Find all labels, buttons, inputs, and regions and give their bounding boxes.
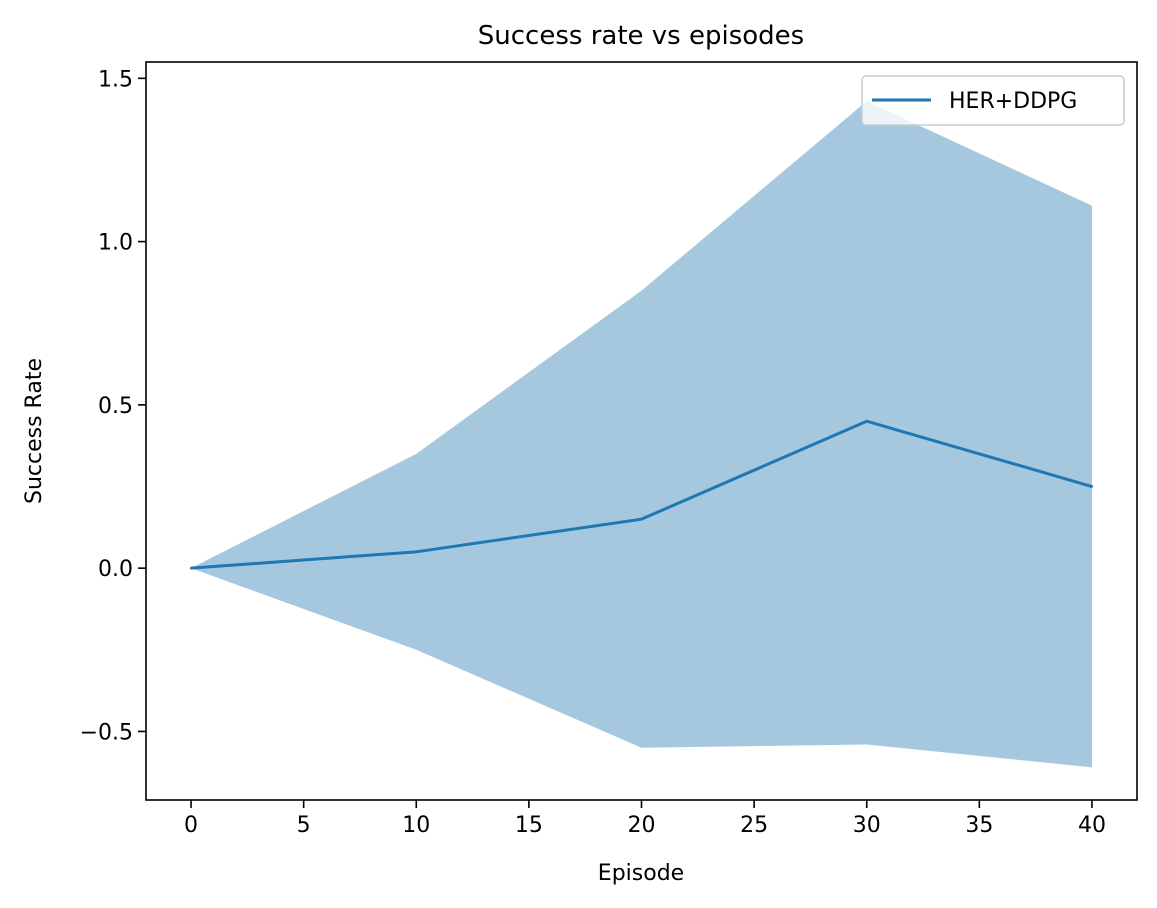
- y-tick-label: 0.5: [98, 394, 133, 419]
- confidence-band: [191, 101, 1092, 768]
- y-axis-title: Success Rate: [22, 358, 47, 504]
- confidence-band-layer: [191, 101, 1092, 768]
- data-point: [189, 566, 193, 570]
- x-tick-label: 30: [853, 813, 881, 838]
- x-tick-label: 5: [297, 813, 311, 838]
- y-tick-label: 1.5: [98, 67, 133, 92]
- y-axis: −0.5 0.0 0.5 1.0 1.5: [80, 67, 146, 745]
- y-tick-label: 1.0: [98, 231, 133, 256]
- series-line-layer: [189, 419, 1094, 570]
- x-tick-label: 35: [965, 813, 993, 838]
- x-tick-label: 25: [740, 813, 768, 838]
- data-point: [640, 517, 643, 521]
- legend-box: [861, 75, 1125, 126]
- x-axis: 0 5 10 15 20 25 30 35 40: [184, 800, 1106, 838]
- x-tick-label: 0: [184, 813, 198, 838]
- x-tick-label: 40: [1078, 813, 1106, 838]
- y-tick-label: 0.0: [98, 557, 133, 582]
- data-point: [865, 420, 868, 423]
- y-tick-label: −0.5: [80, 720, 133, 745]
- x-tick-label: 10: [402, 813, 430, 838]
- data-point: [1090, 485, 1094, 488]
- chart-title: Success rate vs episodes: [478, 21, 804, 51]
- x-tick-label: 20: [628, 813, 656, 838]
- x-axis-title: Episode: [598, 861, 684, 886]
- legend: HER+DDPG: [861, 75, 1125, 126]
- x-tick-label: 15: [515, 813, 543, 838]
- legend-label: HER+DDPG: [949, 89, 1077, 114]
- data-point: [415, 550, 418, 554]
